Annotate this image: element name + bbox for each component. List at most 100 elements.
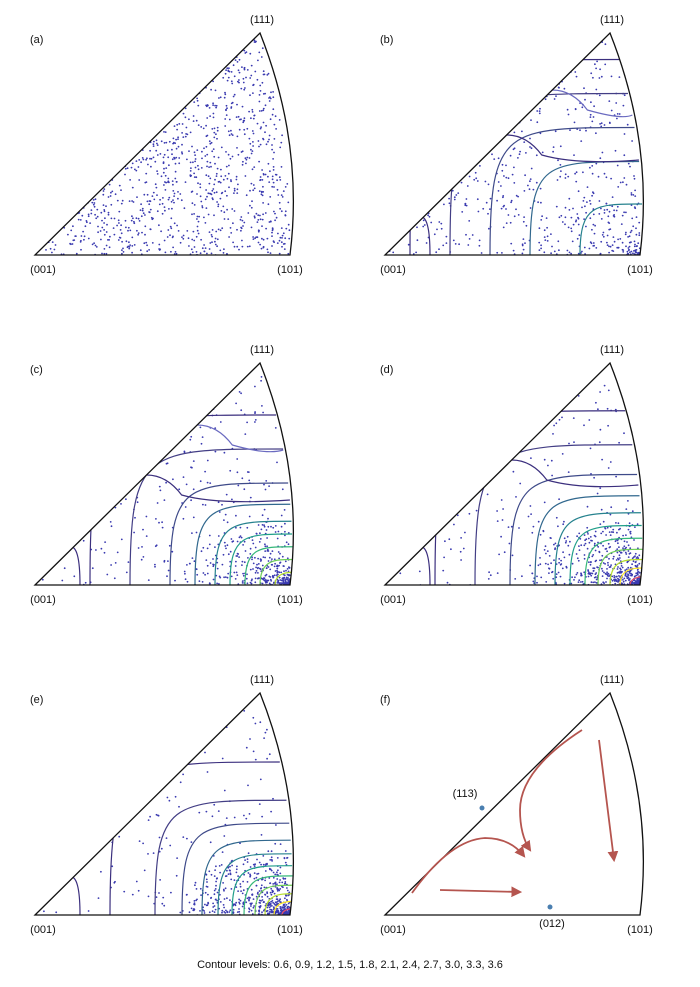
- point: [189, 438, 192, 441]
- point: [103, 551, 106, 554]
- point: [146, 244, 149, 247]
- corner-label: (001): [30, 594, 56, 606]
- point: [475, 509, 478, 512]
- point: [262, 213, 264, 216]
- point: [206, 547, 209, 550]
- point: [228, 869, 231, 872]
- point: [170, 891, 172, 894]
- point: [87, 213, 90, 216]
- point: [224, 545, 227, 547]
- point: [276, 188, 279, 191]
- point: [592, 223, 595, 226]
- point: [595, 247, 598, 249]
- point: [254, 237, 256, 240]
- point: [125, 240, 128, 243]
- point: [249, 568, 252, 571]
- point: [496, 510, 498, 512]
- point: [518, 527, 520, 529]
- point: [252, 863, 255, 866]
- point: [451, 189, 454, 192]
- point: [111, 190, 114, 193]
- point: [271, 905, 273, 907]
- point: [570, 582, 573, 585]
- point: [589, 203, 592, 205]
- point: [629, 231, 632, 234]
- point: [590, 574, 593, 577]
- point: [131, 200, 134, 202]
- point: [204, 903, 206, 906]
- point: [629, 532, 632, 535]
- point: [638, 554, 641, 557]
- point: [284, 905, 286, 908]
- point: [224, 175, 227, 177]
- point: [270, 856, 273, 859]
- point: [595, 401, 597, 404]
- point: [261, 896, 263, 898]
- point: [525, 224, 528, 227]
- point: [110, 217, 113, 220]
- point: [196, 898, 198, 901]
- point: [259, 906, 261, 909]
- point: [551, 245, 553, 248]
- point: [632, 225, 635, 228]
- corner-label: (101): [627, 594, 653, 606]
- point: [260, 379, 262, 382]
- point: [190, 435, 193, 438]
- point: [137, 232, 140, 235]
- point: [613, 575, 616, 577]
- point: [561, 567, 564, 570]
- point: [267, 525, 270, 528]
- point: [283, 576, 285, 579]
- point: [251, 108, 254, 111]
- point: [264, 131, 266, 134]
- point: [233, 210, 236, 212]
- point: [626, 575, 629, 577]
- point: [636, 252, 639, 255]
- point: [214, 240, 216, 243]
- point: [259, 560, 262, 562]
- point: [222, 904, 225, 906]
- point: [626, 250, 629, 253]
- point: [242, 121, 245, 124]
- point: [442, 569, 445, 572]
- point: [199, 887, 202, 890]
- point: [167, 156, 170, 159]
- point: [438, 248, 440, 251]
- point: [256, 236, 259, 239]
- point: [216, 561, 219, 564]
- point: [82, 539, 85, 542]
- point: [636, 579, 638, 581]
- point: [204, 751, 206, 754]
- point: [609, 245, 612, 248]
- point: [590, 72, 593, 75]
- contours: [69, 414, 293, 585]
- point: [570, 216, 573, 219]
- point: [159, 489, 162, 492]
- point: [273, 241, 275, 244]
- point: [555, 573, 558, 575]
- point: [201, 157, 203, 160]
- point: [140, 203, 143, 206]
- point: [476, 198, 479, 201]
- point: [179, 241, 182, 244]
- point: [558, 498, 560, 501]
- point: [576, 237, 579, 240]
- point: [187, 237, 190, 240]
- point: [266, 550, 269, 552]
- point: [225, 151, 227, 153]
- point: [629, 251, 631, 254]
- point: [284, 877, 287, 880]
- point: [616, 548, 619, 550]
- point: [269, 905, 272, 907]
- point: [623, 577, 626, 580]
- point: [141, 546, 143, 548]
- point: [248, 910, 251, 913]
- point: [195, 531, 198, 534]
- point: [286, 183, 289, 185]
- point: [484, 180, 487, 183]
- point: [142, 158, 145, 161]
- point: [238, 81, 240, 84]
- point: [258, 51, 261, 54]
- point: [236, 192, 239, 195]
- point: [211, 910, 214, 912]
